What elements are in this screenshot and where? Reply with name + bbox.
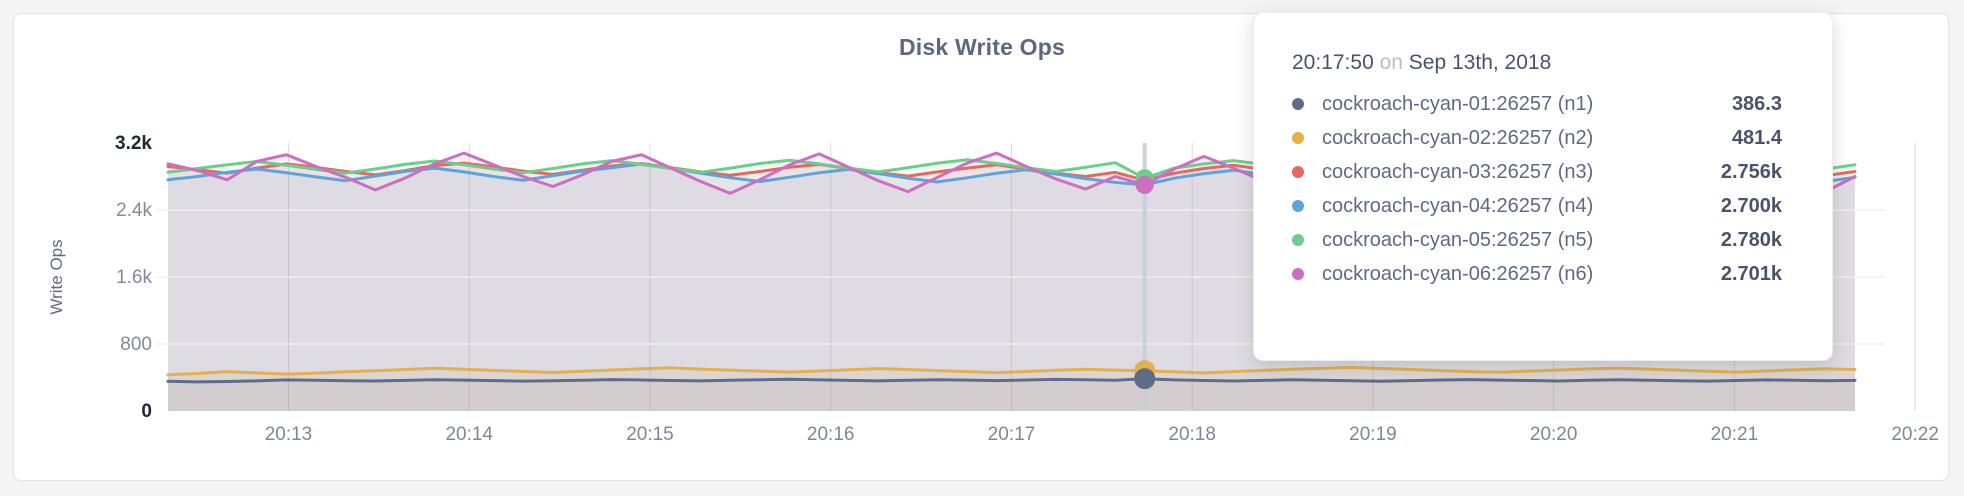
hover-point-dot [1134, 368, 1156, 390]
y-tick-label: 1.6k [116, 267, 152, 288]
series-area-fill [168, 367, 1855, 411]
tooltip-series-row: cockroach-cyan-05:26257 (n5) 2.780k [1292, 223, 1782, 257]
series-value: 2.756k [1720, 160, 1782, 183]
tooltip-series-row: cockroach-cyan-01:26257 (n1) 386.3 [1292, 87, 1782, 121]
tooltip-timestamp: 20:17:50 on Sep 13th, 2018 [1292, 51, 1782, 75]
x-tick-label: 20:17 [988, 424, 1036, 445]
series-value: 386.3 [1731, 92, 1782, 115]
series-color-dot-icon [1292, 132, 1304, 144]
series-line [166, 365, 1857, 377]
x-tick-label: 20:21 [1711, 424, 1759, 445]
tooltip-series-row: cockroach-cyan-04:26257 (n4) 2.700k [1292, 189, 1782, 223]
series-area-fill [168, 378, 1855, 411]
hover-point-dot [1135, 175, 1154, 194]
series-label: cockroach-cyan-02:26257 (n2) [1322, 126, 1594, 149]
y-tick-label: 0 [141, 401, 152, 422]
x-tick-label: 20:18 [1168, 424, 1216, 445]
series-label: cockroach-cyan-03:26257 (n3) [1322, 160, 1594, 183]
series-label: cockroach-cyan-06:26257 (n6) [1322, 262, 1594, 285]
tooltip-series-row: cockroach-cyan-03:26257 (n3) 2.756k [1292, 155, 1782, 189]
x-tick-label: 20:20 [1530, 424, 1578, 445]
x-tick-label: 20:15 [626, 424, 674, 445]
series-label: cockroach-cyan-05:26257 (n5) [1322, 228, 1594, 251]
series-value: 481.4 [1731, 126, 1782, 149]
x-tick-label: 20:14 [445, 424, 493, 445]
series-label: cockroach-cyan-01:26257 (n1) [1322, 92, 1594, 115]
chart-title: Disk Write Ops [899, 34, 1065, 60]
tooltip-series-row: cockroach-cyan-06:26257 (n6) 2.701k [1292, 257, 1782, 291]
tooltip-on-word: on [1379, 51, 1403, 74]
series-value: 2.700k [1720, 194, 1782, 217]
series-value: 2.780k [1720, 228, 1782, 251]
x-tick-label: 20:13 [265, 424, 313, 445]
tooltip-time: 20:17:50 [1292, 51, 1374, 74]
series-color-dot-icon [1292, 234, 1304, 246]
x-tick-label: 20:19 [1349, 424, 1397, 445]
series-color-dot-icon [1292, 268, 1304, 280]
y-tick-label: 800 [120, 334, 152, 355]
x-tick-label: 20:22 [1891, 424, 1939, 445]
series-color-dot-icon [1292, 98, 1304, 110]
tooltip-date: Sep 13th, 2018 [1408, 51, 1552, 74]
series-color-dot-icon [1292, 200, 1304, 212]
y-tick-label: 3.2k [115, 133, 152, 154]
series-line [166, 377, 1857, 384]
hover-tooltip: 20:17:50 on Sep 13th, 2018 cockroach-cya… [1253, 12, 1833, 361]
series-value: 2.701k [1720, 262, 1782, 285]
series-label: cockroach-cyan-04:26257 (n4) [1322, 194, 1594, 217]
x-tick-label: 20:16 [807, 424, 855, 445]
series-color-dot-icon [1292, 166, 1304, 178]
tooltip-series-row: cockroach-cyan-02:26257 (n2) 481.4 [1292, 121, 1782, 155]
y-tick-label: 2.4k [116, 200, 152, 221]
